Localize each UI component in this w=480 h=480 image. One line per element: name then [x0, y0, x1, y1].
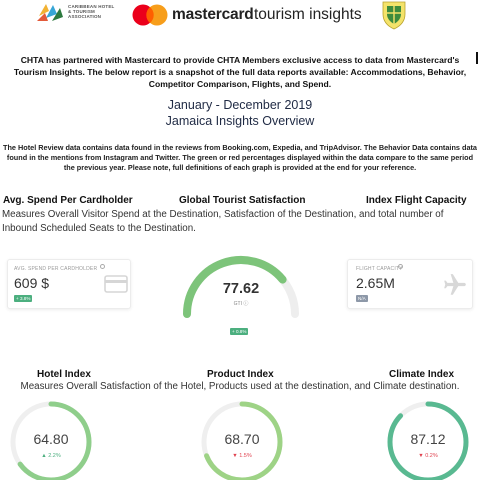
flight-card[interactable]: FLIGHT CAPACITY 2.65M N/A: [347, 259, 473, 309]
index-value: 87.12: [410, 431, 446, 447]
index-ring: [387, 401, 469, 480]
report-period: January - December 2019: [167, 98, 313, 112]
jamaica-crest-icon: [382, 1, 406, 30]
index-value: 64.80: [33, 431, 69, 447]
index-value: 68.70: [224, 431, 260, 447]
airplane-icon: [444, 274, 466, 295]
flight-card-label: FLIGHT CAPACITY: [356, 266, 403, 272]
flight-card-delta: N/A: [356, 295, 368, 302]
credit-card-icon: [104, 275, 128, 293]
chta-logo-icon: [37, 4, 63, 21]
index-ring: [10, 401, 92, 480]
heading-product-index: Product Index: [207, 369, 274, 380]
heading-flight-capacity: Index Flight Capacity: [366, 195, 467, 206]
index-ring-arc: [201, 401, 283, 480]
index-ring-arc: [387, 401, 469, 480]
section2-description: Measures Overall Satisfaction of the Hot…: [20, 381, 460, 392]
text-cursor: [476, 52, 478, 64]
mastercard-wordmark: mastercard: [172, 6, 254, 23]
gts-gauge: [183, 256, 299, 318]
mastercard-logo-icon: [132, 4, 168, 26]
index-delta: ▲ 2.2%: [41, 453, 61, 459]
tourism-insights-wordmark: tourism insights: [254, 6, 362, 23]
chta-logo-text: CARIBBEAN HOTEL & TOURISM ASSOCIATION: [68, 4, 115, 19]
logo-bar: CARIBBEAN HOTEL & TOURISM ASSOCIATION ma…: [0, 0, 480, 38]
heading-hotel-index: Hotel Index: [37, 369, 91, 380]
index-ring: [201, 401, 283, 480]
section1-description: Measures Overall Visitor Spend at the De…: [2, 209, 444, 234]
gts-delta: + 0.8%: [230, 328, 249, 335]
spend-card-value: 609 $: [14, 275, 50, 291]
gts-value: 77.62: [222, 281, 260, 297]
spend-card-label: AVG. SPEND PER CARDHOLDER: [14, 266, 98, 272]
spend-card-delta: + 3.8%: [14, 295, 33, 302]
info-icon[interactable]: [398, 264, 403, 269]
heading-climate-index: Climate Index: [389, 369, 455, 380]
flight-card-value: 2.65M: [356, 275, 395, 291]
info-icon[interactable]: [100, 264, 105, 269]
info-icon[interactable]: ⓘ: [243, 301, 249, 307]
index-ring-arc: [10, 401, 92, 480]
index-delta: ▼ 0.2%: [418, 453, 438, 459]
heading-global-tourist-satisfaction: Global Tourist Satisfaction: [179, 195, 306, 206]
data-description: The Hotel Review data contains data foun…: [3, 143, 477, 172]
heading-avg-spend: Avg. Spend Per Cardholder: [3, 195, 133, 206]
gts-label: GTI ⓘ: [200, 300, 282, 307]
intro-paragraph: CHTA has partnered with Mastercard to pr…: [13, 55, 467, 89]
index-delta: ▼ 1.5%: [232, 453, 252, 459]
gts-gauge-arc: [183, 256, 287, 318]
gts-label-text: GTI: [233, 301, 242, 307]
spend-card[interactable]: AVG. SPEND PER CARDHOLDER 609 $ + 3.8%: [7, 259, 131, 309]
report-title: Jamaica Insights Overview: [165, 114, 315, 128]
